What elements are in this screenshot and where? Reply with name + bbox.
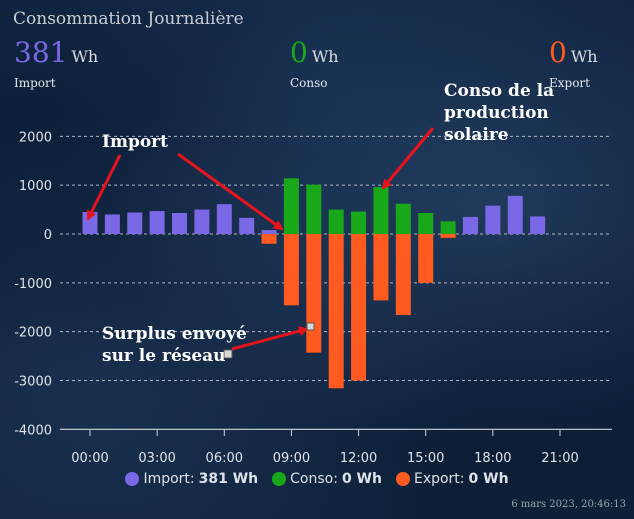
bar-conso-13 — [373, 187, 389, 234]
y-tick-label: -3000 — [14, 375, 52, 390]
bar-import-8 — [261, 230, 277, 234]
x-tick-label: 21:00 — [541, 451, 578, 466]
bar-export-10 — [306, 234, 322, 353]
chart-axes: 2000 1000 0 -1000 -2000 -3000 -4000 00:00 03:00 0… — [14, 130, 579, 466]
bar-conso-14 — [395, 203, 411, 234]
arrow-conso — [381, 127, 435, 190]
kpi-export: 0 Wh Export — [549, 36, 598, 90]
bar-export-13 — [373, 234, 389, 301]
bar-import-17 — [462, 216, 478, 234]
kpi-import: 381 Wh Import — [14, 36, 99, 90]
kpi-export-value: 0 — [549, 36, 567, 69]
x-tick-label: 09:00 — [273, 451, 310, 466]
bar-conso-11 — [328, 209, 344, 234]
y-tick-label: 1000 — [19, 179, 52, 194]
legend-value: 381 Wh — [198, 471, 259, 487]
legend-item-export[interactable]: Export: 0 Wh — [395, 471, 509, 487]
arrow-import-right — [177, 152, 284, 231]
arrow-import-left — [86, 154, 122, 221]
bar-import-6 — [216, 204, 232, 234]
bar-import-20 — [530, 216, 546, 234]
annotation-arrows — [86, 127, 435, 359]
annotation-surplus: Surplus envoyé sur le réseau — [102, 324, 247, 366]
annotation-conso-solaire: Conso de la production solaire — [444, 81, 555, 145]
kpi-import-label: Import — [14, 76, 56, 90]
kpi-conso-label: Conso — [290, 76, 328, 90]
bar-import-5 — [194, 209, 210, 234]
handle-square-icon — [223, 349, 233, 359]
legend-dot-icon — [395, 472, 410, 486]
bar-import-4 — [172, 213, 188, 234]
bar-conso-9 — [283, 178, 299, 234]
kpi-conso-unit: Wh — [311, 47, 339, 66]
x-tick-label: 15:00 — [407, 451, 444, 466]
x-tick-label: 00:00 — [71, 451, 108, 466]
bar-conso-12 — [351, 211, 367, 234]
kpi-export-label: Export — [549, 76, 590, 90]
bar-export-11 — [328, 234, 344, 389]
legend-item-import[interactable]: Import: 381 Wh — [125, 471, 258, 487]
bar-export-8 — [261, 234, 277, 244]
arrow-surplus — [231, 326, 309, 351]
bar-export-16 — [440, 234, 456, 238]
x-tick-label: 18:00 — [474, 451, 511, 466]
y-tick-label: -2000 — [14, 326, 52, 341]
bar-import-7 — [239, 217, 255, 234]
legend-label: Export: — [413, 471, 465, 487]
bar-export-15 — [418, 234, 434, 283]
legend-label: Conso: — [290, 471, 338, 487]
x-tick-label: 12:00 — [340, 451, 377, 466]
kpi-export-unit: Wh — [570, 47, 598, 66]
legend-dot-icon — [272, 472, 287, 486]
kpi-conso-value: 0 — [290, 36, 308, 69]
legend-item-conso[interactable]: Conso: 0 Wh — [272, 471, 382, 487]
legend-dot-icon — [125, 472, 140, 486]
kpi-import-unit: Wh — [71, 47, 99, 66]
bar-export-9 — [283, 234, 299, 306]
bar-import-19 — [507, 195, 523, 234]
kpi-import-value: 381 — [14, 36, 68, 69]
annotation-import: Import — [102, 132, 168, 152]
bar-export-12 — [351, 234, 367, 381]
legend-label: Import: — [143, 471, 195, 487]
bar-import-3 — [149, 211, 165, 234]
legend-value: 0 Wh — [468, 471, 509, 487]
last-updated-timestamp: 6 mars 2023, 20:46:13 — [511, 499, 626, 510]
handle-square-icon — [306, 322, 315, 331]
y-tick-label: 0 — [44, 228, 52, 243]
y-tick-label: -1000 — [14, 277, 52, 292]
x-tick-label: 03:00 — [138, 451, 175, 466]
y-tick-label: 2000 — [19, 130, 52, 145]
chart-bars — [82, 178, 546, 389]
bar-import-1 — [104, 214, 120, 234]
bar-export-14 — [395, 234, 411, 316]
bar-import-18 — [485, 205, 501, 234]
bar-conso-10 — [306, 184, 322, 234]
chart-legend: Import: 381 Wh Conso: 0 Wh Export: 0 Wh — [0, 471, 634, 487]
bar-conso-15 — [418, 213, 434, 234]
y-tick-label: -4000 — [14, 423, 52, 438]
bar-conso-16 — [440, 221, 456, 234]
kpi-conso: 0 Wh Conso — [290, 36, 339, 90]
card-title: Consommation Journalière — [13, 9, 244, 29]
x-tick-label: 06:00 — [206, 451, 243, 466]
bar-import-2 — [127, 212, 143, 234]
legend-value: 0 Wh — [341, 471, 382, 487]
